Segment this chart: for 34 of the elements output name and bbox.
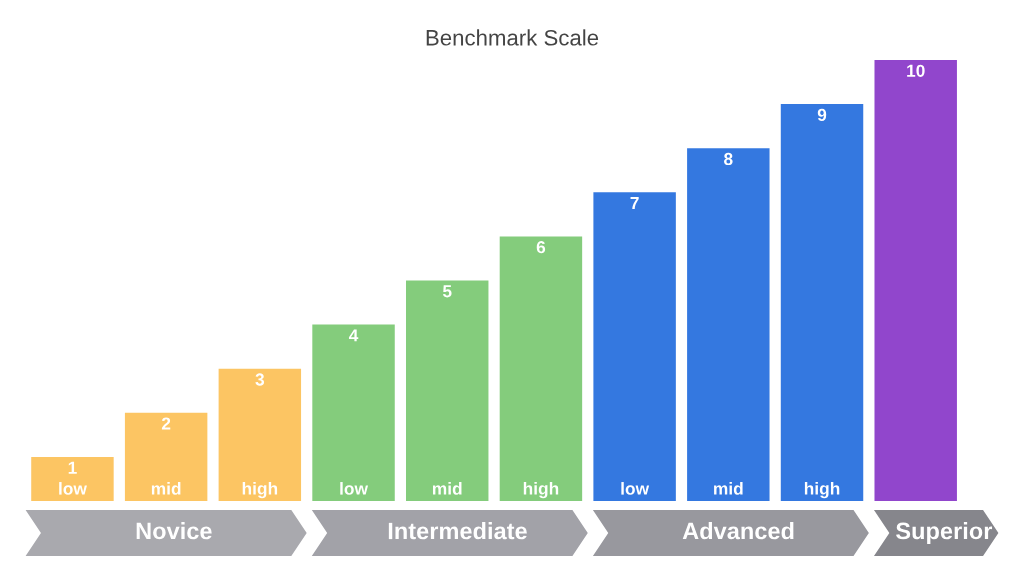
bar xyxy=(124,412,208,501)
x-tick-label: low xyxy=(340,482,369,495)
chart-title: Benchmark Scale xyxy=(426,29,599,46)
text: Superior xyxy=(896,521,993,544)
data-label: 9 xyxy=(817,108,827,122)
data-label: 10 xyxy=(907,64,925,77)
x-tick-label: high xyxy=(523,481,559,499)
data-label: 3 xyxy=(255,373,265,386)
x-tick-label: mid xyxy=(714,482,743,495)
bar xyxy=(31,456,114,501)
text: Advanced xyxy=(682,521,794,540)
data-label: 6 xyxy=(536,241,546,254)
x-tick-label: high xyxy=(804,481,840,499)
data-label: 5 xyxy=(442,285,452,298)
bar xyxy=(593,192,676,501)
data-label: 2 xyxy=(161,417,171,430)
data-label: 7 xyxy=(630,197,639,210)
x-tick-label: mid xyxy=(151,482,181,495)
bar xyxy=(874,60,957,501)
bar xyxy=(406,280,489,501)
data-label: 8 xyxy=(724,152,733,166)
text: Intermediate xyxy=(388,521,527,540)
data-label: 1 xyxy=(68,461,77,474)
x-tick-label: low xyxy=(59,482,87,495)
bar xyxy=(218,368,302,501)
bar xyxy=(312,324,395,501)
bar xyxy=(780,104,864,501)
x-tick-label: mid xyxy=(432,482,462,495)
x-tick-label: high xyxy=(242,481,278,499)
bar xyxy=(687,148,770,501)
bar xyxy=(499,236,583,501)
x-tick-label: low xyxy=(621,482,650,495)
data-label: 4 xyxy=(348,329,359,342)
text: Novice xyxy=(136,521,212,540)
